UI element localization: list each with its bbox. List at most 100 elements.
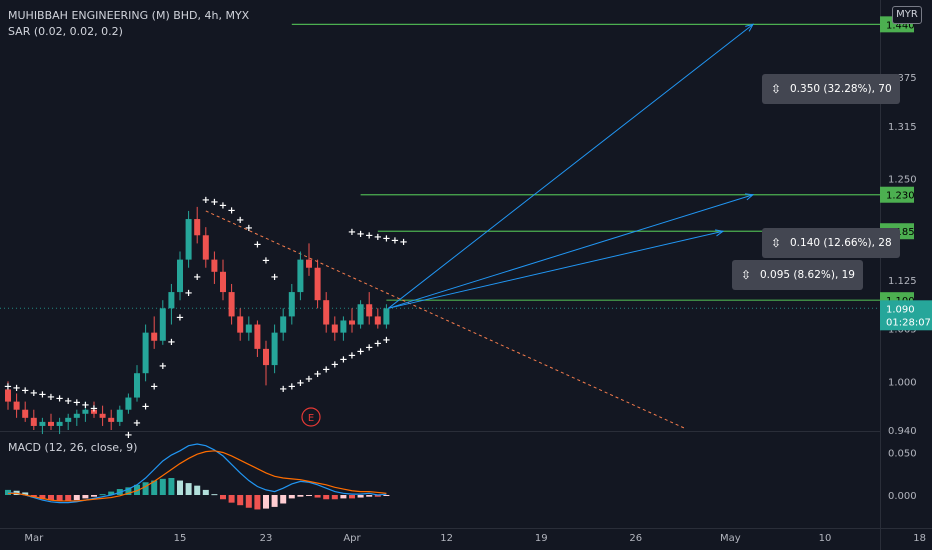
macd-histogram-bar — [108, 491, 115, 495]
sar-point: + — [253, 239, 261, 250]
candle-body — [357, 304, 364, 325]
sar-point: + — [296, 378, 304, 389]
candle-body — [254, 324, 261, 349]
sar-point: + — [81, 400, 89, 411]
current-price-tag — [880, 300, 932, 331]
macd-histogram-bar — [211, 494, 218, 496]
sar-point: + — [262, 256, 270, 267]
sar-point: + — [47, 392, 55, 403]
projection-arrowhead — [744, 193, 755, 201]
price-tick-label: 1.250 — [888, 174, 917, 185]
macd-tick-label: 0.000 — [888, 491, 917, 502]
candle-body — [99, 413, 106, 418]
signal-line — [8, 450, 387, 502]
time-axis-label: 26 — [629, 533, 642, 544]
sar-point: + — [313, 369, 321, 380]
symbol-title[interactable]: MUHIBBAH ENGINEERING (M) BHD, 4h, MYX — [8, 9, 250, 22]
macd-histogram-bar — [99, 494, 106, 496]
sar-point: + — [331, 359, 339, 370]
candle-body — [108, 417, 115, 422]
candle-body — [134, 373, 140, 398]
sar-point: + — [12, 383, 20, 394]
sar-point: + — [219, 200, 227, 211]
sar-point: + — [38, 389, 46, 400]
earnings-e-icon — [301, 407, 321, 427]
price-axis-tag-label: 1.230 — [886, 191, 915, 202]
macd-indicator-label[interactable]: MACD (12, 26, close, 9) — [8, 441, 138, 454]
price-tick-label: 1.000 — [888, 377, 917, 388]
macd-histogram-bar — [271, 495, 278, 507]
sar-point: + — [382, 234, 390, 245]
candle-body — [194, 219, 201, 236]
measurement-label-3[interactable]: ⇳ 0.095 (8.62%), 19 — [732, 260, 863, 290]
time-axis-label: 19 — [535, 533, 548, 544]
macd-histogram-bar — [306, 495, 312, 496]
sar-point: + — [55, 394, 63, 405]
candle-body — [220, 271, 226, 293]
countdown-label: 01:28:07 — [886, 317, 931, 328]
macd-histogram-bar — [168, 478, 175, 495]
sar-point: + — [124, 430, 132, 441]
time-axis-label: 15 — [174, 533, 187, 544]
macd-histogram-bar — [288, 495, 295, 499]
currency-button[interactable]: MYR — [892, 6, 922, 24]
sar-point: + — [236, 215, 244, 226]
sar-point: + — [374, 232, 382, 243]
sar-point: + — [167, 337, 175, 348]
sar-point: + — [159, 361, 167, 372]
sar-point: + — [193, 272, 201, 283]
sar-point: + — [399, 237, 407, 248]
macd-histogram-bar — [331, 495, 338, 500]
candle-body — [73, 413, 80, 418]
macd-histogram-bar — [159, 478, 166, 495]
sar-point: + — [133, 418, 141, 429]
candle-body — [288, 292, 295, 317]
macd-histogram-bar — [134, 484, 140, 495]
macd-histogram-bar — [151, 480, 158, 495]
sar-point: + — [150, 381, 158, 392]
sar-point: + — [305, 374, 313, 385]
sar-point: + — [73, 398, 81, 409]
trendline — [205, 210, 686, 429]
time-axis-label: 10 — [819, 533, 832, 544]
macd-histogram-bar — [177, 480, 183, 495]
measurement-label-2[interactable]: ⇳ 0.140 (12.66%), 28 — [762, 228, 900, 258]
measurement-text-2: 0.140 (12.66%), 28 — [790, 237, 892, 249]
macd-histogram-bar — [297, 495, 304, 497]
projection-arrowhead — [715, 229, 725, 237]
candle-body — [13, 401, 20, 410]
candle-body — [177, 259, 183, 293]
vertical-range-icon: ⇳ — [741, 268, 752, 282]
candle-body — [91, 409, 97, 414]
candle-body — [314, 267, 321, 301]
macd-histogram-bar — [340, 495, 347, 499]
macd-histogram-bar — [245, 495, 252, 508]
sar-point: + — [322, 364, 330, 375]
macd-histogram-bar — [65, 495, 72, 501]
price-axis-tag — [880, 186, 914, 203]
sar-point: + — [141, 402, 149, 413]
candle-body — [245, 324, 252, 333]
macd-histogram-bar — [383, 495, 390, 496]
macd-tick-label: 0.050 — [888, 449, 917, 460]
macd-histogram-bar — [5, 489, 11, 495]
projection-arrow — [388, 23, 754, 309]
candle-body — [48, 421, 54, 426]
candle-body — [116, 409, 123, 422]
candle-body — [151, 332, 158, 341]
candle-body — [22, 409, 29, 418]
candle-body — [323, 300, 330, 325]
sar-point: + — [21, 385, 29, 396]
sar-indicator-label[interactable]: SAR (0.02, 0.02, 0.2) — [8, 25, 123, 38]
sar-point: + — [391, 235, 399, 246]
time-axis-label: 23 — [260, 533, 273, 544]
sar-point: + — [279, 384, 287, 395]
macd-histogram-bar — [39, 495, 46, 500]
macd-histogram-bar — [366, 495, 373, 497]
price-tick-label: 1.125 — [888, 276, 917, 287]
measurement-label-1[interactable]: ⇳ 0.350 (32.28%), 70 — [762, 74, 900, 104]
macd-histogram-bar — [48, 495, 54, 501]
sar-point: + — [210, 197, 218, 208]
candle-body — [56, 421, 63, 426]
